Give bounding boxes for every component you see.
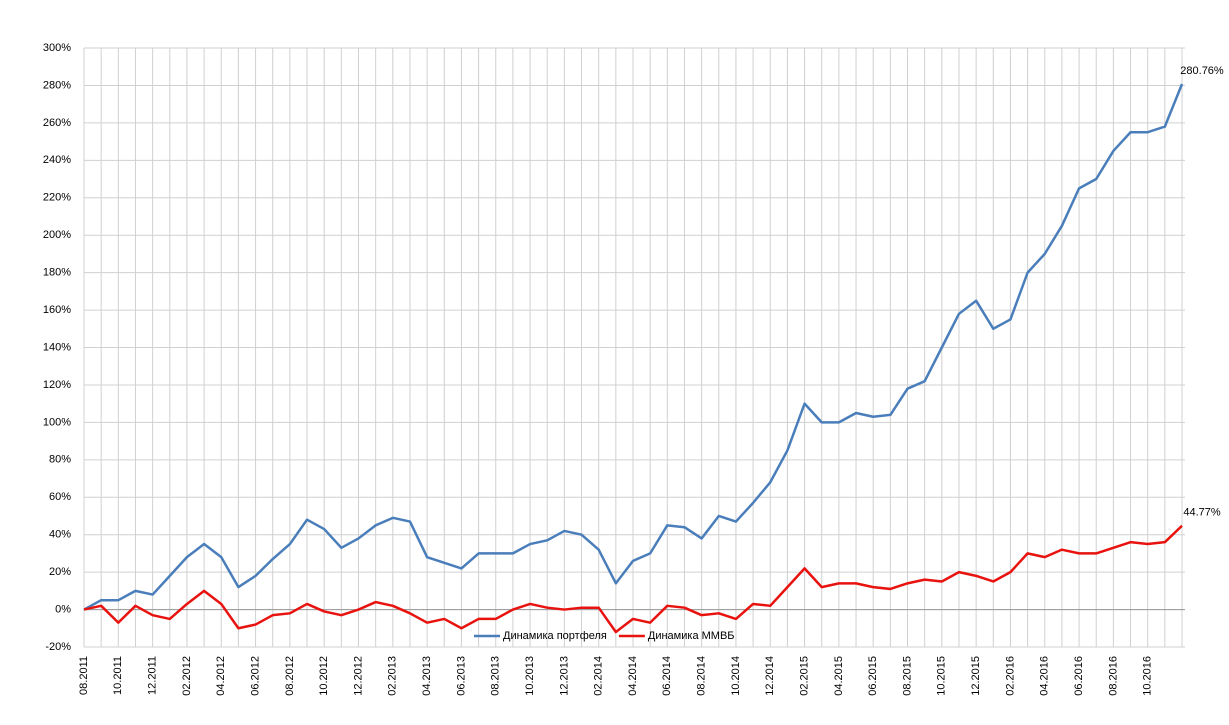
x-tick-label: 12.2011: [147, 656, 159, 695]
y-tick-label: 160%: [43, 304, 71, 316]
y-tick-label: 260%: [43, 117, 71, 129]
x-tick-label: 10.2016: [1142, 656, 1154, 696]
x-tick-label: 02.2012: [181, 656, 193, 696]
series-line: [83, 524, 1183, 634]
x-tick-label: 10.2014: [730, 656, 742, 696]
y-tick-label: 300%: [43, 42, 71, 54]
x-tick-label: 12.2015: [970, 656, 982, 696]
x-tick-label: 08.2013: [490, 656, 502, 696]
data-label: 44.77%: [1183, 507, 1221, 519]
y-tick-label: 200%: [43, 229, 71, 241]
y-tick-label: 20%: [49, 566, 71, 578]
x-tick-label: 02.2014: [593, 656, 605, 696]
x-tick-label: 08.2016: [1107, 656, 1119, 696]
y-tick-label: 220%: [43, 192, 71, 204]
y-tick-label: 60%: [49, 491, 71, 503]
x-tick-label: 10.2012: [318, 656, 330, 696]
x-tick-label: 06.2012: [249, 656, 261, 696]
x-tick-label: 08.2015: [901, 656, 913, 696]
x-tick-label: 08.2012: [284, 656, 296, 696]
y-tick-label: 240%: [43, 154, 71, 166]
x-tick-label: 10.2013: [524, 656, 536, 696]
x-tick-label: 12.2013: [558, 656, 570, 696]
x-tick-label: 10.2015: [936, 656, 948, 696]
y-tick-label: 80%: [49, 454, 71, 466]
x-tick-label: 12.2012: [352, 656, 364, 696]
x-tick-label: 02.2016: [1004, 656, 1016, 696]
x-tick-label: 04.2013: [421, 656, 433, 696]
x-tick-label: 04.2015: [833, 656, 845, 696]
series-line: [83, 83, 1184, 611]
y-tick-label: -20%: [45, 641, 71, 653]
y-tick-label: 120%: [43, 379, 71, 391]
legend-label: Динамика портфеля: [503, 630, 607, 642]
x-tick-label: 04.2016: [1039, 656, 1051, 696]
x-tick-label: 02.2013: [387, 656, 399, 696]
x-tick-label: 10.2011: [112, 656, 124, 695]
x-tick-label: 06.2016: [1073, 656, 1085, 696]
y-tick-label: 280%: [43, 79, 71, 91]
x-tick-label: 12.2014: [764, 656, 776, 696]
legend-label: Динамика ММВБ: [648, 630, 735, 642]
y-tick-label: 100%: [43, 416, 71, 428]
data-label: 280.76%: [1180, 65, 1224, 77]
x-tick-label: 04.2014: [627, 656, 639, 696]
x-tick-label: 08.2011: [78, 656, 90, 695]
x-tick-label: 06.2013: [455, 656, 467, 696]
x-tick-label: 06.2014: [661, 656, 673, 696]
x-tick-label: 04.2012: [215, 656, 227, 696]
y-tick-label: 0%: [55, 603, 71, 615]
y-tick-label: 180%: [43, 267, 71, 279]
y-tick-label: 140%: [43, 341, 71, 353]
y-tick-label: 40%: [49, 529, 71, 541]
x-tick-label: 02.2015: [798, 656, 810, 696]
x-tick-label: 08.2014: [696, 656, 708, 696]
x-tick-label: 06.2015: [867, 656, 879, 696]
